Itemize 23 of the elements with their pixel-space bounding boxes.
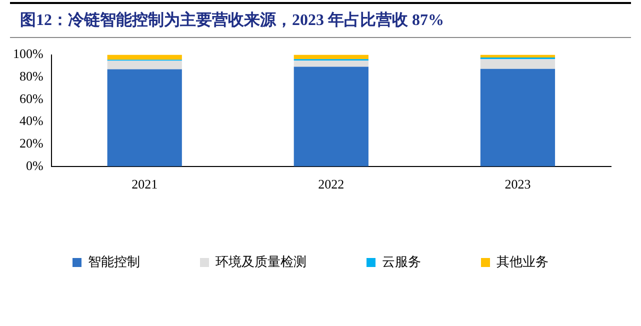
x-tick-label: 2021 <box>132 176 158 192</box>
y-tick-label: 20% <box>19 136 44 150</box>
legend-label: 云服务 <box>382 254 421 270</box>
bar <box>294 66 368 166</box>
bar <box>480 54 556 58</box>
bar <box>294 54 368 60</box>
y-tick-label: 80% <box>19 68 44 84</box>
y-tick-label: 0% <box>26 158 44 173</box>
y-tick-label: 60% <box>19 90 44 106</box>
x-tick-label: 2022 <box>318 176 344 192</box>
y-tick-label: 100% <box>12 46 44 62</box>
bar <box>480 68 556 166</box>
legend-label: 智能控制 <box>88 254 140 270</box>
legend-label: 其他业务 <box>496 254 548 270</box>
bar <box>107 54 182 60</box>
x-tick-label: 2023 <box>504 176 531 192</box>
chart-title: 图12：冷链智能控制为主要营收来源，2023 年占比营收 87% <box>10 2 631 38</box>
y-tick-label: 40% <box>19 113 44 128</box>
bar <box>107 69 182 166</box>
bar <box>294 60 368 67</box>
bar <box>107 60 182 70</box>
bar <box>480 59 556 69</box>
legend-label: 环境及质量检测 <box>216 254 306 270</box>
